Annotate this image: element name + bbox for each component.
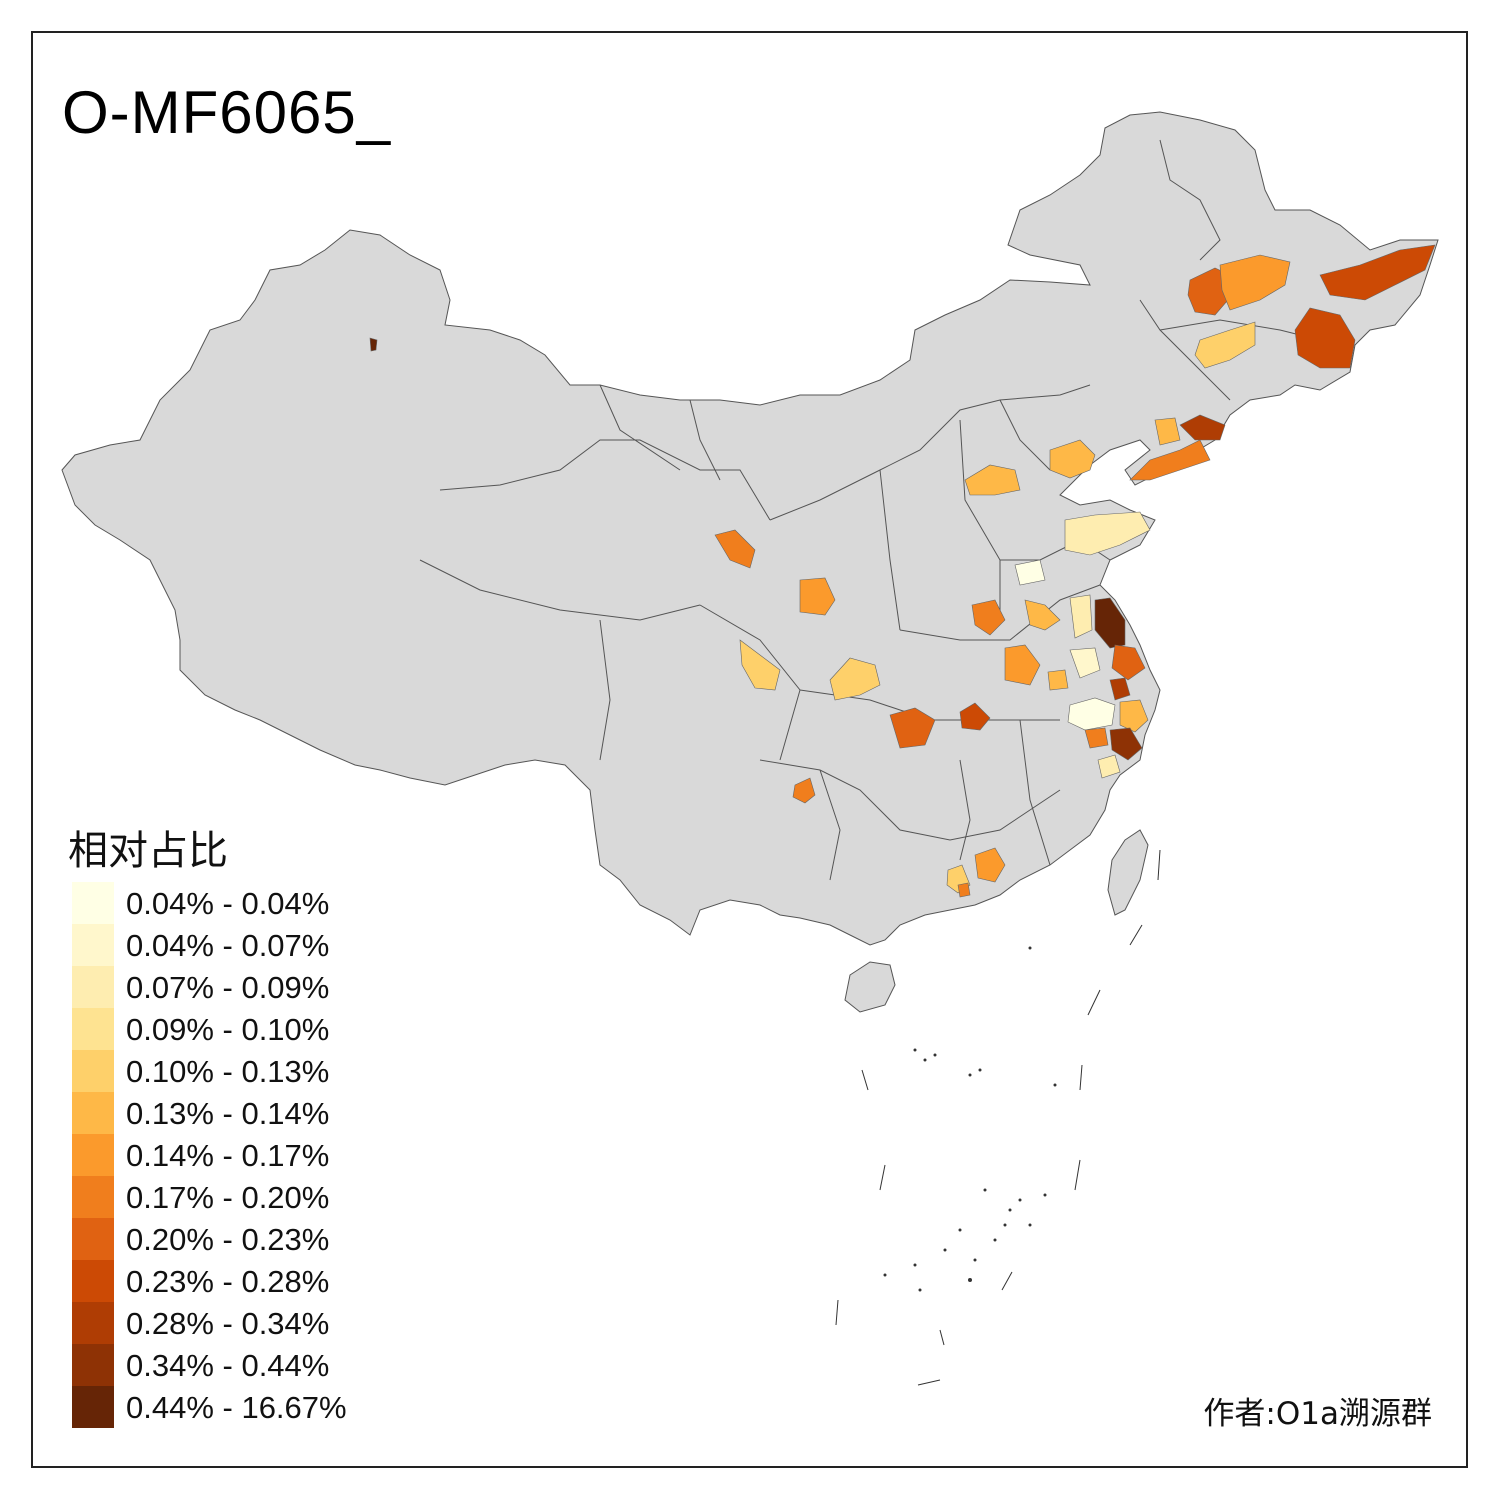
taiwan-shape bbox=[1107, 829, 1149, 916]
legend-swatch bbox=[72, 1050, 114, 1092]
region-liaoning-1 bbox=[1179, 414, 1226, 441]
region-zhejiang-5 bbox=[1097, 754, 1121, 779]
legend-label: 0.04% - 0.04% bbox=[126, 886, 330, 921]
legend-swatch bbox=[72, 1386, 114, 1428]
legend-item: 0.04% - 0.04% bbox=[72, 882, 392, 924]
scs-dots bbox=[883, 946, 1057, 1292]
legend-item: 0.13% - 0.14% bbox=[72, 1092, 392, 1134]
legend-item: 0.09% - 0.10% bbox=[72, 1008, 392, 1050]
region-ne-5 bbox=[1194, 321, 1256, 369]
legend-item: 0.14% - 0.17% bbox=[72, 1134, 392, 1176]
region-hubei-1 bbox=[889, 707, 936, 749]
region-gansu-1 bbox=[714, 529, 756, 569]
region-hubei-2 bbox=[959, 702, 991, 731]
legend-item: 0.07% - 0.09% bbox=[72, 966, 392, 1008]
region-ne-1 bbox=[1187, 267, 1231, 316]
region-guangdong-3 bbox=[957, 882, 971, 898]
region-zhejiang-1 bbox=[1067, 697, 1116, 731]
legend-label: 0.17% - 0.20% bbox=[126, 1180, 330, 1215]
legend-swatch bbox=[72, 1134, 114, 1176]
legend-label: 0.14% - 0.17% bbox=[126, 1138, 330, 1173]
map-frame bbox=[31, 31, 1468, 1468]
region-ne-3 bbox=[1319, 244, 1436, 301]
region-anhui-2 bbox=[1069, 647, 1101, 679]
region-zhejiang-3 bbox=[1109, 727, 1143, 761]
legend-swatch bbox=[72, 1008, 114, 1050]
legend-title: 相对占比 bbox=[68, 828, 228, 874]
highlighted-regions bbox=[369, 244, 1436, 898]
legend-swatch bbox=[72, 1302, 114, 1344]
region-anhui-1 bbox=[1024, 599, 1061, 631]
author-credit: 作者:O1a溯源群 bbox=[1203, 1396, 1432, 1432]
legend-item: 0.28% - 0.34% bbox=[72, 1302, 392, 1344]
region-henan-1 bbox=[971, 599, 1006, 636]
region-zhejiang-2 bbox=[1119, 699, 1149, 733]
legend-label: 0.23% - 0.28% bbox=[126, 1264, 330, 1299]
map-title: O-MF6065_ bbox=[62, 79, 392, 146]
region-anhui-3 bbox=[1047, 669, 1069, 691]
legend-label: 0.10% - 0.13% bbox=[126, 1054, 330, 1089]
legend-swatch bbox=[72, 1176, 114, 1218]
legend-swatch bbox=[72, 1260, 114, 1302]
region-ne-2 bbox=[1219, 254, 1291, 311]
legend-item: 0.44% - 16.67% bbox=[72, 1386, 392, 1428]
region-jiangsu-4 bbox=[1109, 677, 1131, 701]
region-guizhou-1 bbox=[792, 777, 816, 804]
legend-swatch bbox=[72, 1344, 114, 1386]
region-chongqing-1 bbox=[829, 657, 881, 701]
legend-item: 0.34% - 0.44% bbox=[72, 1344, 392, 1386]
legend-swatch bbox=[72, 1218, 114, 1260]
hainan-shape bbox=[844, 961, 896, 1013]
legend-swatch bbox=[72, 924, 114, 966]
mainland-china-shape bbox=[61, 111, 1439, 946]
region-liaoning-2 bbox=[1129, 439, 1211, 481]
region-sichuan-1 bbox=[739, 639, 781, 691]
region-zhejiang-4 bbox=[1084, 727, 1109, 749]
legend-label: 0.13% - 0.14% bbox=[126, 1096, 330, 1131]
region-jiangsu-3 bbox=[1111, 644, 1146, 681]
region-shandong-2 bbox=[1014, 559, 1046, 586]
legend-label: 0.44% - 16.67% bbox=[126, 1390, 347, 1425]
region-ne-4 bbox=[1294, 307, 1356, 369]
region-shaanxi-1 bbox=[799, 577, 836, 616]
legend-swatch bbox=[72, 1092, 114, 1134]
region-jiangsu-1 bbox=[1094, 597, 1126, 649]
legend-label: 0.04% - 0.07% bbox=[126, 928, 330, 963]
region-shandong-1 bbox=[1064, 511, 1151, 556]
legend-label: 0.09% - 0.10% bbox=[126, 1012, 330, 1047]
scs-islands bbox=[835, 849, 1161, 1386]
legend-swatch bbox=[72, 882, 114, 924]
region-xinjiang-dot bbox=[369, 337, 378, 352]
legend-item: 0.04% - 0.07% bbox=[72, 924, 392, 966]
legend-item: 0.20% - 0.23% bbox=[72, 1218, 392, 1260]
region-jiangsu-2 bbox=[1069, 594, 1093, 639]
legend-label: 0.20% - 0.23% bbox=[126, 1222, 330, 1257]
legend: 0.04% - 0.04% 0.04% - 0.07% 0.07% - 0.09… bbox=[72, 882, 392, 1428]
legend-label: 0.07% - 0.09% bbox=[126, 970, 330, 1005]
legend-item: 0.17% - 0.20% bbox=[72, 1176, 392, 1218]
legend-swatch bbox=[72, 966, 114, 1008]
region-liaoning-3 bbox=[1154, 417, 1181, 446]
legend-item: 0.23% - 0.28% bbox=[72, 1260, 392, 1302]
legend-label: 0.28% - 0.34% bbox=[126, 1306, 330, 1341]
region-shanxi-1 bbox=[964, 464, 1021, 496]
legend-label: 0.34% - 0.44% bbox=[126, 1348, 330, 1383]
region-hebei-1 bbox=[1049, 439, 1096, 479]
region-henan-2 bbox=[1004, 644, 1041, 686]
legend-item: 0.10% - 0.13% bbox=[72, 1050, 392, 1092]
region-guangdong-1 bbox=[974, 847, 1006, 883]
